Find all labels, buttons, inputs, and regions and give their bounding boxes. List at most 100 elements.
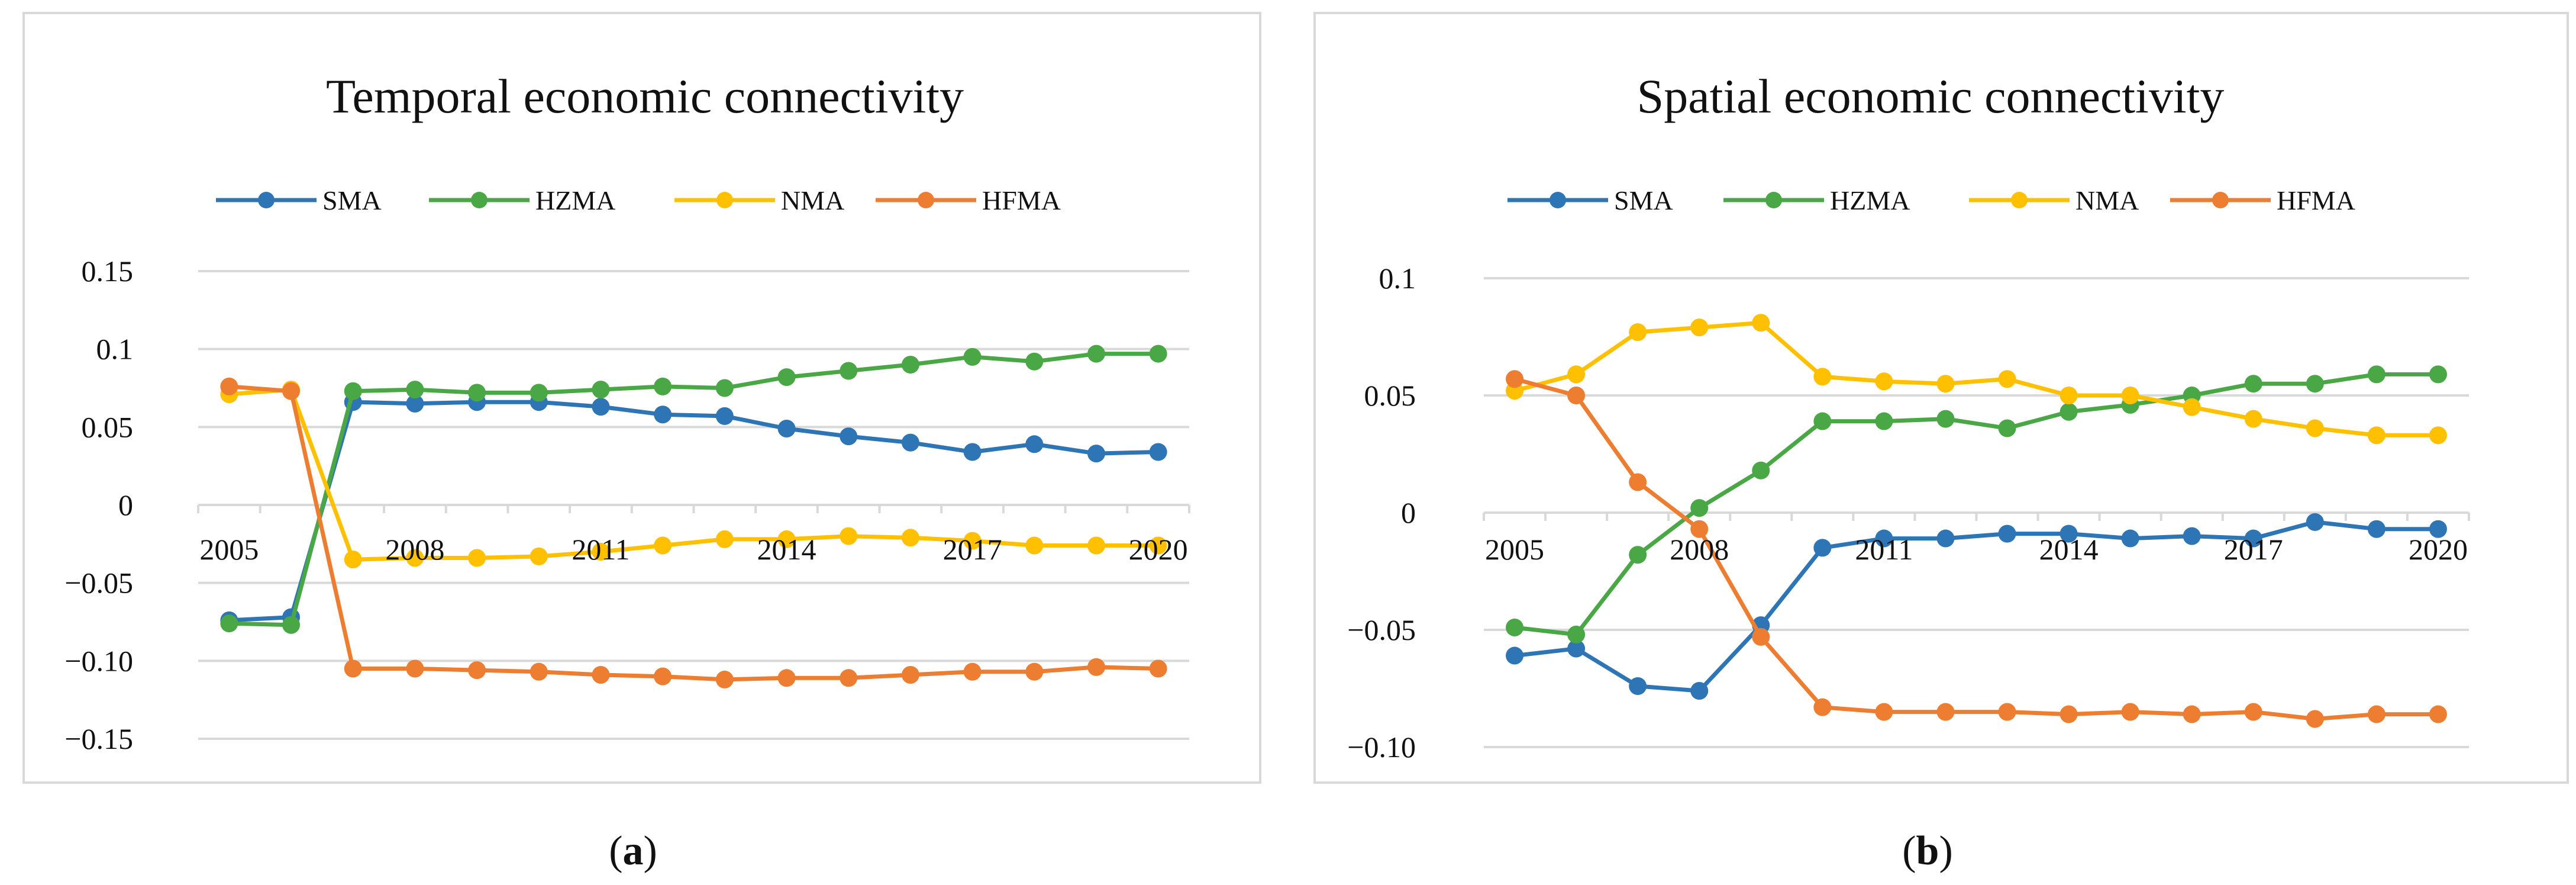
data-point-hfma bbox=[1025, 662, 1044, 681]
data-point-sma bbox=[2244, 529, 2262, 548]
data-point-hfma bbox=[2244, 703, 2262, 721]
data-point-hfma bbox=[1752, 627, 1770, 646]
legend-marker bbox=[258, 192, 275, 208]
y-tick-label: −0.05 bbox=[64, 567, 133, 600]
data-point-hzma bbox=[2367, 365, 2385, 384]
y-tick-label: 0 bbox=[118, 488, 133, 522]
spatial-connectivity-chart: Spatial economic connectivity SMA HZMA NMA… bbox=[1313, 12, 2569, 874]
data-point-hfma bbox=[2183, 705, 2201, 723]
chart-legend: SMA HZMA NMA HFMA bbox=[1507, 185, 2355, 215]
data-point-hfma bbox=[2059, 705, 2078, 723]
y-tick-label: 0.05 bbox=[82, 410, 134, 443]
data-point-nma bbox=[1629, 323, 1647, 342]
data-point-hfma bbox=[1506, 370, 1524, 388]
data-point-nma bbox=[1567, 365, 1586, 384]
data-point-nma bbox=[2059, 387, 2078, 404]
data-point-hfma bbox=[1567, 387, 1586, 404]
x-tick-label: 2005 bbox=[199, 533, 259, 566]
legend-item-nma: NMA bbox=[1969, 185, 2139, 215]
data-point-nma bbox=[344, 551, 362, 569]
legend-marker bbox=[1550, 192, 1566, 208]
data-point-hfma bbox=[1998, 703, 2016, 721]
data-point-hfma bbox=[715, 670, 734, 688]
data-point-hfma bbox=[840, 669, 858, 687]
data-point-sma bbox=[777, 419, 796, 437]
data-point-hzma bbox=[592, 381, 610, 399]
data-point-sma bbox=[2121, 529, 2139, 548]
data-point-hfma bbox=[592, 666, 610, 684]
y-tick-label: 0 bbox=[1401, 496, 1416, 529]
data-point-sma bbox=[840, 427, 858, 446]
legend-marker bbox=[1765, 192, 1782, 208]
data-point-hzma bbox=[530, 384, 548, 402]
data-point-hfma bbox=[2121, 703, 2139, 721]
data-point-hzma bbox=[2244, 375, 2262, 393]
data-point-sma bbox=[406, 394, 424, 413]
x-axis-ticks: 2005 2008 2011 2014 2017 2020 bbox=[199, 533, 1187, 566]
data-point-hzma bbox=[344, 382, 362, 400]
y-tick-label: −0.10 bbox=[1347, 730, 1416, 764]
data-point-sma bbox=[1087, 445, 1105, 463]
data-point-sma bbox=[1025, 435, 1044, 453]
data-point-nma bbox=[406, 549, 424, 567]
data-point-hzma bbox=[1149, 345, 1167, 363]
chart-frame bbox=[1313, 12, 2569, 784]
legend-item-sma: SMA bbox=[1507, 185, 1673, 215]
data-point-hfma bbox=[2367, 705, 2385, 723]
data-point-nma bbox=[1813, 368, 1832, 386]
chart-title: Temporal economic connectivity bbox=[326, 69, 964, 123]
x-tick-label: 2008 bbox=[385, 533, 444, 566]
x-tick-label: 2008 bbox=[1670, 533, 1729, 566]
series-line-nma bbox=[1514, 320, 2438, 437]
legend-item-sma: SMA bbox=[216, 185, 382, 215]
chart-panel-a: Temporal economic connectivity SMA HZMA NM… bbox=[0, 0, 1272, 885]
data-point-hzma bbox=[1752, 461, 1770, 479]
data-point-nma bbox=[1690, 318, 1709, 337]
series-lines bbox=[1506, 314, 2447, 728]
chart-panel-b: Spatial economic connectivity SMA HZMA NMA… bbox=[1312, 0, 2576, 885]
data-point-nma bbox=[1087, 536, 1105, 555]
data-point-hfma bbox=[2429, 705, 2447, 723]
series-line-hfma bbox=[1514, 376, 2438, 721]
x-axis-ticks: 2005 2008 2011 2014 2017 2020 bbox=[1485, 533, 2468, 566]
x-tick-label: 2011 bbox=[572, 533, 630, 566]
data-point-nma bbox=[2367, 426, 2385, 445]
series-line-hfma bbox=[229, 384, 1158, 682]
legend-label: HFMA bbox=[2277, 185, 2355, 215]
data-point-hfma bbox=[1629, 473, 1647, 491]
data-point-hfma bbox=[2306, 710, 2324, 728]
data-point-sma bbox=[1936, 529, 1955, 548]
data-point-sma bbox=[715, 407, 734, 425]
legend-label: NMA bbox=[2075, 185, 2139, 215]
data-point-nma bbox=[1998, 370, 2016, 388]
data-point-hzma bbox=[1875, 412, 1893, 430]
y-tick-label: −0.15 bbox=[64, 722, 133, 755]
data-point-hzma bbox=[654, 377, 672, 395]
data-point-hfma bbox=[1690, 520, 1709, 538]
series-line-sma bbox=[229, 400, 1158, 623]
panel-caption: (a) bbox=[609, 828, 657, 874]
data-point-hfma bbox=[1936, 703, 1955, 721]
data-point-hzma bbox=[1629, 546, 1647, 564]
data-point-nma bbox=[468, 549, 486, 567]
data-point-sma bbox=[1813, 539, 1832, 557]
data-point-nma bbox=[1875, 372, 1893, 391]
data-point-hfma bbox=[344, 659, 362, 678]
data-point-nma bbox=[901, 529, 919, 547]
chart-legend: SMA HZMA NMA HFMA bbox=[216, 185, 1061, 215]
legend-item-hfma: HFMA bbox=[2170, 185, 2355, 215]
data-point-hzma bbox=[2059, 403, 2078, 421]
legend-item-hzma: HZMA bbox=[1723, 185, 1910, 215]
data-point-sma bbox=[2183, 527, 2201, 545]
y-tick-label: 0.1 bbox=[1379, 262, 1416, 295]
data-point-sma bbox=[2059, 524, 2078, 543]
chart-title: Spatial economic connectivity bbox=[1637, 69, 2225, 123]
legend-label: SMA bbox=[1614, 185, 1673, 215]
gridlines bbox=[1483, 277, 2470, 748]
data-point-nma bbox=[1149, 536, 1167, 555]
data-point-nma bbox=[715, 530, 734, 548]
legend-label: HZMA bbox=[1830, 185, 1910, 215]
panel-caption: (b) bbox=[1902, 828, 1953, 874]
data-point-hfma bbox=[468, 661, 486, 680]
temporal-connectivity-chart: Temporal economic connectivity SMA HZMA NM… bbox=[22, 12, 1261, 874]
